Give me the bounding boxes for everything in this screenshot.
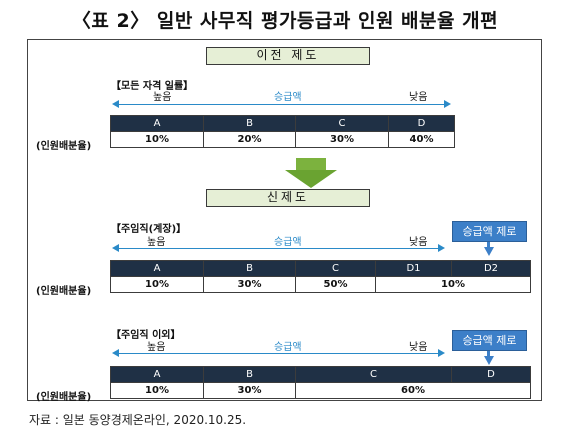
- new-system-header: 신제도: [206, 189, 370, 207]
- old-axis-high: 높음: [153, 92, 172, 103]
- manager-callout-arrow-icon: [484, 247, 494, 256]
- non-manager-ratio-a: 10%: [110, 382, 204, 399]
- old-axis-low: 낮음: [409, 92, 428, 103]
- non-manager-grade-table: A B C D 10% 30% 60%: [110, 366, 531, 399]
- manager-axis-line: [118, 248, 440, 249]
- old-grade-a: A: [110, 115, 204, 132]
- non-manager-axis-mid: 승급액: [274, 342, 302, 353]
- non-manager-axis-low: 낮음: [409, 342, 428, 353]
- non-manager-row-label: (인원배분율): [36, 392, 92, 403]
- transition-arrow-stem: [296, 158, 326, 170]
- source-note: 자료 : 일본 동양경제온라인, 2020.10.25.: [29, 413, 247, 427]
- old-system-header: 이전 제도: [206, 47, 370, 65]
- manager-axis-left-arrow-icon: [112, 244, 119, 252]
- old-ratio-d: 40%: [388, 131, 455, 148]
- non-manager-axis-line: [118, 353, 440, 354]
- old-axis-line: [118, 104, 445, 105]
- figure-frame: [27, 39, 542, 401]
- old-axis-mid: 승급액: [274, 92, 302, 103]
- non-manager-grade-c: C: [295, 366, 452, 383]
- non-manager-axis-high: 높음: [147, 342, 166, 353]
- manager-callout-stem: [487, 242, 490, 247]
- old-ratio-a: 10%: [110, 131, 204, 148]
- non-manager-ratio-cd: 60%: [295, 382, 531, 399]
- old-system-bracket-label: 【모든 자격 일률】: [111, 81, 194, 92]
- old-ratio-c: 30%: [295, 131, 389, 148]
- manager-grade-a: A: [110, 260, 204, 277]
- non-manager-axis-right-arrow-icon: [438, 349, 445, 357]
- manager-axis-low: 낮음: [409, 237, 428, 248]
- old-ratio-b: 20%: [203, 131, 296, 148]
- manager-ratio-c: 50%: [295, 276, 376, 293]
- manager-row-label: (인원배분율): [36, 286, 92, 297]
- non-manager-bracket-label: 【주임직 이외】: [111, 330, 181, 341]
- old-grade-d: D: [388, 115, 455, 132]
- manager-ratio-b: 30%: [203, 276, 296, 293]
- manager-grade-c: C: [295, 260, 376, 277]
- non-manager-callout-stem: [487, 351, 490, 356]
- manager-ratio-d: 10%: [375, 276, 531, 293]
- manager-grade-b: B: [203, 260, 296, 277]
- old-row-label: (인원배분율): [36, 141, 92, 152]
- non-manager-grade-a: A: [110, 366, 204, 383]
- down-arrow-icon: [285, 170, 337, 188]
- old-grade-b: B: [203, 115, 296, 132]
- non-manager-grade-b: B: [203, 366, 296, 383]
- manager-grade-table: A B C D1 D2 10% 30% 50% 10%: [110, 260, 531, 293]
- page-title: 〈표 2〉 일반 사무직 평가등급과 인원 배분율 개편: [71, 10, 499, 32]
- non-manager-callout-arrow-icon: [484, 356, 494, 365]
- non-manager-zero-raise-callout: 승급액 제로: [452, 330, 527, 351]
- manager-zero-raise-callout: 승급액 제로: [452, 221, 527, 242]
- old-axis-left-arrow-icon: [112, 100, 119, 108]
- old-axis-right-arrow-icon: [444, 100, 451, 108]
- non-manager-axis-left-arrow-icon: [112, 349, 119, 357]
- manager-axis-right-arrow-icon: [438, 244, 445, 252]
- manager-bracket-label: 【주임직(계장)】: [111, 224, 187, 235]
- manager-axis-high: 높음: [147, 237, 166, 248]
- non-manager-grade-d: D: [451, 366, 531, 383]
- non-manager-ratio-b: 30%: [203, 382, 296, 399]
- old-grade-c: C: [295, 115, 389, 132]
- manager-ratio-a: 10%: [110, 276, 204, 293]
- manager-axis-mid: 승급액: [274, 237, 302, 248]
- old-grade-table: A B C D 10% 20% 30% 40%: [110, 115, 455, 148]
- manager-grade-d1: D1: [375, 260, 452, 277]
- manager-grade-d2: D2: [451, 260, 531, 277]
